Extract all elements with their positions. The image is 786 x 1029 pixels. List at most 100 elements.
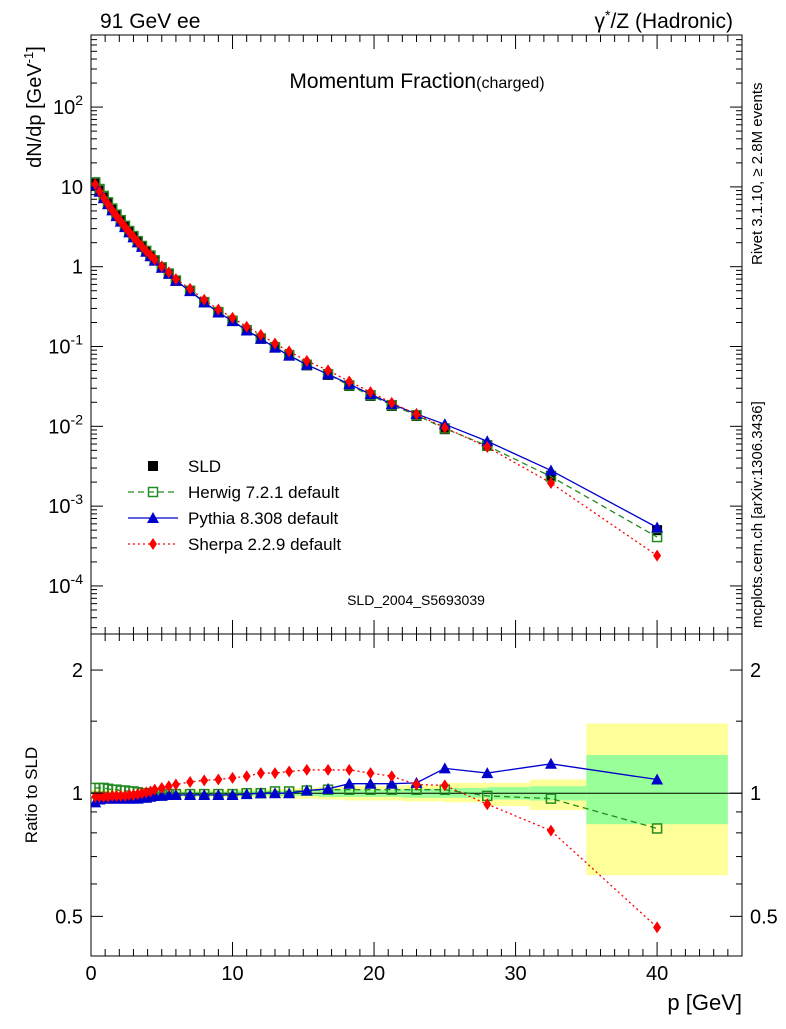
y-axis-label-main: dN/dp [GeV bbox=[24, 63, 46, 168]
data-point-pythia bbox=[651, 521, 664, 533]
header-right-label: γ*/Z (Hadronic) bbox=[595, 7, 733, 33]
ratio-point-pythia bbox=[343, 777, 356, 789]
data-point-sld bbox=[545, 470, 556, 481]
y-tick-base: 10 bbox=[53, 97, 75, 119]
series-line-pythia bbox=[94, 184, 658, 529]
ratio-point-sherpa bbox=[228, 771, 237, 784]
y-tick-exp: -4 bbox=[71, 571, 84, 587]
main-plot-panel: Momentum Fraction(charged) dN/dp [GeV-1] 1… bbox=[21, 34, 743, 635]
ratio-series-group bbox=[91, 723, 742, 934]
ratio-point-sherpa bbox=[387, 770, 396, 783]
data-point-pythia bbox=[481, 435, 494, 447]
y-tick-exp: 2 bbox=[75, 92, 83, 108]
data-point-sherpa bbox=[142, 245, 151, 258]
ratio-point-sherpa bbox=[91, 790, 100, 803]
legend-marker-sld bbox=[148, 461, 158, 471]
ratio-point-sherpa bbox=[95, 790, 104, 803]
main-series-group bbox=[91, 177, 664, 562]
data-point-sherpa bbox=[99, 192, 108, 205]
ratio-point-sherpa bbox=[200, 774, 209, 787]
y-tick-label: 10-1 bbox=[48, 332, 83, 359]
ratio-point-herwig bbox=[545, 793, 557, 804]
y-tick-label: 1 bbox=[72, 257, 83, 279]
data-point-sherpa bbox=[164, 266, 173, 279]
ratio-point-pythia bbox=[544, 757, 557, 769]
ratio-point-sherpa bbox=[285, 765, 294, 778]
ratio-point-sherpa bbox=[412, 778, 421, 791]
legend-marker-pythia bbox=[147, 512, 159, 523]
ratio-point-pythia bbox=[322, 782, 335, 794]
x-axis-label: p [GeV] bbox=[667, 990, 742, 1015]
y-tick-base: 10 bbox=[48, 576, 70, 598]
data-point-sherpa bbox=[242, 320, 251, 333]
y-tick-exp: -2 bbox=[71, 411, 84, 427]
y-axis-label: dN/dp [GeV-1] bbox=[21, 46, 46, 168]
ratio-point-sherpa bbox=[653, 921, 662, 934]
ratio-point-sherpa bbox=[483, 798, 492, 811]
header-left-label: 91 GeV ee bbox=[100, 10, 200, 33]
y-axis-label-sup: -1 bbox=[21, 52, 36, 64]
data-point-sherpa bbox=[214, 303, 223, 316]
uncertainty-band-inner bbox=[586, 754, 728, 825]
ratio-point-sherpa bbox=[242, 770, 251, 783]
ratio-point-pythia bbox=[438, 762, 451, 774]
ratio-y-tick-label: 2 bbox=[72, 660, 83, 682]
ratio-plot-panel: 0.5 0.5 1 1 2 2 Ratio to SLD 0 10 20 30 40 p [GeV] bbox=[22, 633, 778, 1015]
data-point-sherpa bbox=[95, 185, 104, 198]
legend-item-pythia: Pythia 8.308 default bbox=[128, 509, 339, 528]
chart-title-main: Momentum Fraction bbox=[289, 70, 476, 93]
data-point-pythia bbox=[544, 464, 557, 476]
legend-item-sld: SLD bbox=[148, 457, 221, 476]
data-point-sherpa bbox=[270, 337, 279, 350]
data-point-sherpa bbox=[108, 204, 117, 217]
x-tick-label: 20 bbox=[363, 963, 385, 985]
ratio-point-sherpa bbox=[214, 773, 223, 786]
ratio-y-tick-label: 0.5 bbox=[55, 906, 83, 928]
ratio-y-tick-label-right: 1 bbox=[750, 783, 761, 805]
series-sld bbox=[91, 178, 663, 536]
analysis-watermark: SLD_2004_S5693039 bbox=[347, 592, 485, 608]
ratio-point-pythia bbox=[268, 787, 281, 799]
ratio-point-pythia bbox=[651, 773, 664, 785]
header-right-sup: * bbox=[605, 7, 611, 23]
ratio-point-sherpa bbox=[440, 779, 449, 792]
data-point-sherpa bbox=[103, 198, 112, 211]
data-point-herwig bbox=[651, 531, 663, 543]
ratio-point-sherpa bbox=[171, 778, 180, 791]
chart-title-sub: (charged) bbox=[476, 75, 544, 92]
ratio-point-pythia bbox=[254, 787, 267, 799]
ratio-point-sherpa bbox=[150, 783, 159, 796]
legend-item-sherpa: Sherpa 2.2.9 default bbox=[128, 535, 341, 554]
ratio-point-sherpa bbox=[186, 776, 195, 789]
series-line-sherpa bbox=[94, 183, 658, 557]
ratio-point-sherpa bbox=[546, 824, 555, 837]
legend-label-sld: SLD bbox=[188, 457, 221, 476]
ratio-point-sherpa bbox=[108, 789, 117, 802]
ratio-point-herwig bbox=[651, 823, 663, 834]
data-point-sherpa bbox=[256, 328, 265, 341]
y-tick-label: 10-4 bbox=[48, 571, 83, 598]
ratio-point-sherpa bbox=[302, 763, 311, 776]
ratio-y-tick-label-right: 2 bbox=[750, 660, 761, 682]
ratio-point-pythia bbox=[481, 767, 494, 779]
data-point-sherpa bbox=[387, 396, 396, 409]
data-point-sherpa bbox=[366, 386, 375, 399]
data-point-sherpa bbox=[653, 549, 662, 562]
series-line-herwig bbox=[94, 181, 658, 538]
y-tick-base: 10 bbox=[48, 496, 70, 518]
series-herwig bbox=[91, 177, 663, 543]
ratio-point-sherpa bbox=[116, 789, 125, 802]
data-point-sherpa bbox=[157, 260, 166, 273]
ratio-point-pythia bbox=[184, 788, 197, 800]
ratio-point-sherpa bbox=[112, 789, 121, 802]
data-point-sherpa bbox=[546, 476, 555, 489]
data-point-sherpa bbox=[483, 441, 492, 454]
y-tick-exp: -3 bbox=[71, 491, 84, 507]
data-point-sherpa bbox=[171, 273, 180, 286]
ratio-y-tick-label: 1 bbox=[72, 783, 83, 805]
ratio-point-pythia bbox=[240, 788, 253, 800]
series-pythia bbox=[91, 179, 664, 533]
ratio-point-pythia bbox=[364, 777, 377, 789]
